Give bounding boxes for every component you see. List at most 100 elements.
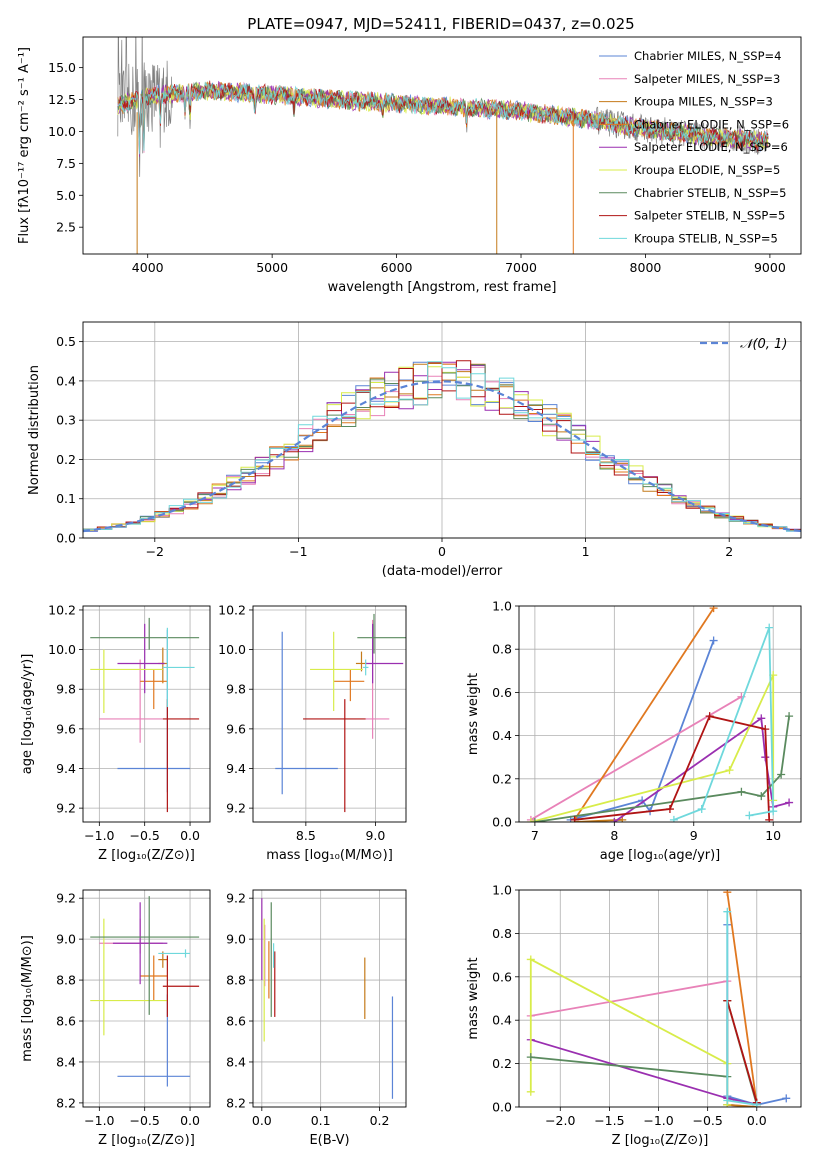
weight-marker (725, 766, 734, 775)
weight-marker (785, 798, 794, 807)
weight-line-2 (530, 980, 757, 1107)
legend-label: Salpeter STELIB, N_SSP=5 (634, 209, 785, 223)
spectrum-model-line-9 (117, 81, 769, 155)
y-tick-label: 9.8 (56, 682, 76, 697)
weight-line-2 (530, 695, 742, 821)
weight-marker (769, 807, 778, 816)
x-tick-label: −0.5 (692, 1113, 722, 1128)
weight-marker (745, 811, 754, 820)
x-tick-label: −2 (146, 544, 164, 559)
x-tick-label: −1.5 (594, 1113, 624, 1128)
y-tick-label: 0.2 (492, 771, 512, 786)
x-axis-label: (data-model)/error (382, 564, 503, 579)
legend-label: Kroupa STELIB, N_SSP=5 (634, 231, 778, 245)
weight-marker (757, 792, 766, 801)
weight-marker (723, 890, 732, 897)
y-tick-label: 0.0 (56, 531, 76, 546)
y-tick-label: 8.2 (56, 1095, 76, 1110)
y-tick-label: 9.0 (56, 932, 76, 947)
mass_vs_EBV-axes: 0.0 0.1 0.2 8.2 8.4 8.6 8.8 9.0 9.2 E(B-V) (226, 889, 407, 1148)
y-tick-label: 9.2 (56, 801, 76, 816)
age_vs_mass-axes: 8.5 9.0 9.2 9.4 9.6 9.8 10.0 10.2 mass [log₁₀(M/… (218, 602, 407, 863)
y-tick-label: 0.4 (492, 728, 512, 743)
y-tick-label: 10.0 (218, 642, 246, 657)
errorbar-point-3 (158, 647, 168, 684)
errorbar-point-5 (117, 623, 165, 694)
weight-line-8 (726, 1000, 758, 1103)
errorbar-point-9 (362, 659, 369, 676)
errorbar-point-7 (90, 617, 200, 650)
x-tick-label: 8.5 (296, 828, 316, 843)
errorbar-point-8 (162, 699, 200, 813)
y-tick-label: 10.2 (48, 602, 76, 617)
x-tick-label: 8000 (630, 260, 662, 275)
y-tick-label: 8.8 (226, 973, 246, 988)
spectrum-frame (82, 36, 802, 255)
x-tick-label: 9000 (754, 260, 786, 275)
y-tick-label: 9.4 (56, 761, 76, 776)
y-tick-label: 0.3 (56, 413, 76, 428)
errorbar-point-5 (365, 623, 404, 684)
x-tick-label: 0.2 (370, 1113, 390, 1128)
y-tick-label: 10.0 (48, 124, 76, 139)
x-tick-label: 0.1 (311, 1113, 331, 1128)
legend-label: Chabrier STELIB, N_SSP=5 (634, 186, 786, 200)
y-tick-label: 9.8 (226, 682, 246, 697)
errorbar-point-7 (357, 613, 406, 654)
weight-marker (669, 815, 678, 822)
y-tick-label: 12.5 (48, 92, 76, 107)
mass_vs_Z-plot-area (90, 896, 200, 1087)
weight-marker (526, 1053, 535, 1062)
y-axis-label: Normed distribution (27, 365, 42, 495)
weight-marker (761, 753, 770, 762)
x-axis-label: wavelength [Angstrom, rest frame] (328, 280, 557, 295)
errorbar-point-9 (162, 627, 195, 708)
y-tick-label: 8.8 (56, 973, 76, 988)
age_vs_Z-plot-area (90, 617, 200, 813)
y-axis-label: mass [log₁₀(M/M⊙)] (20, 935, 35, 1062)
weight-marker (709, 636, 718, 645)
y-tick-label: 0.2 (492, 1056, 512, 1071)
mass_vs_Z-frame (82, 889, 211, 1108)
errorbar-point-2 (99, 918, 163, 954)
y-tick-label: 1.0 (492, 599, 512, 614)
errorbar-point-6 (90, 918, 168, 1036)
weight-marker (723, 1096, 732, 1105)
legend-label: 𝒩(0, 1) (740, 337, 787, 352)
weight_vs_Z-frame (518, 889, 802, 1108)
weight-marker (610, 818, 619, 822)
mass_vs_EBV-frame (252, 889, 407, 1108)
errorbar-point-8 (162, 955, 200, 1017)
weight-marker (785, 712, 794, 721)
y-tick-label: 9.2 (226, 891, 246, 906)
x-tick-label: 4000 (132, 260, 164, 275)
legend-label: Kroupa MILES, N_SSP=3 (634, 95, 773, 109)
x-tick-label: 5000 (256, 260, 288, 275)
x-tick-label: −2.0 (545, 1113, 575, 1128)
x-tick-label: 0 (438, 544, 446, 559)
errorbar-point-2 (99, 659, 163, 743)
y-tick-label: 0.0 (492, 815, 512, 830)
weight-marker (709, 606, 718, 613)
y-tick-label: 0.8 (492, 926, 512, 941)
x-tick-label: 1 (582, 544, 590, 559)
spectrum-axes: 4000 5000 6000 7000 8000 9000 2.5 5.0 7.5 10.0 12.… (17, 36, 802, 295)
errorbar-point-6 (310, 631, 363, 712)
weight-marker (697, 805, 706, 814)
spectrum-plot-area (117, 37, 769, 254)
mass_vs_Z-axes: −1.0 −0.5 0.0 8.2 8.4 8.6 8.8 9.0 9.2 Z [log₁₀(Z/… (20, 889, 211, 1148)
y-tick-label: 0.0 (492, 1100, 512, 1115)
weight-marker (705, 712, 714, 721)
x-tick-label: 0.0 (252, 1113, 272, 1128)
errorbar-point-4 (333, 669, 365, 702)
y-tick-label: 9.6 (226, 721, 246, 736)
weight-marker (570, 815, 579, 822)
age_vs_mass-frame (252, 605, 407, 823)
errorbar-point-1 (117, 994, 191, 1087)
weight-marker (777, 770, 786, 779)
weight_vs_Z-plot-area (526, 890, 791, 1107)
weight-line-6 (530, 674, 775, 822)
x-tick-label: 7000 (505, 260, 537, 275)
x-tick-label: 10 (765, 828, 781, 843)
